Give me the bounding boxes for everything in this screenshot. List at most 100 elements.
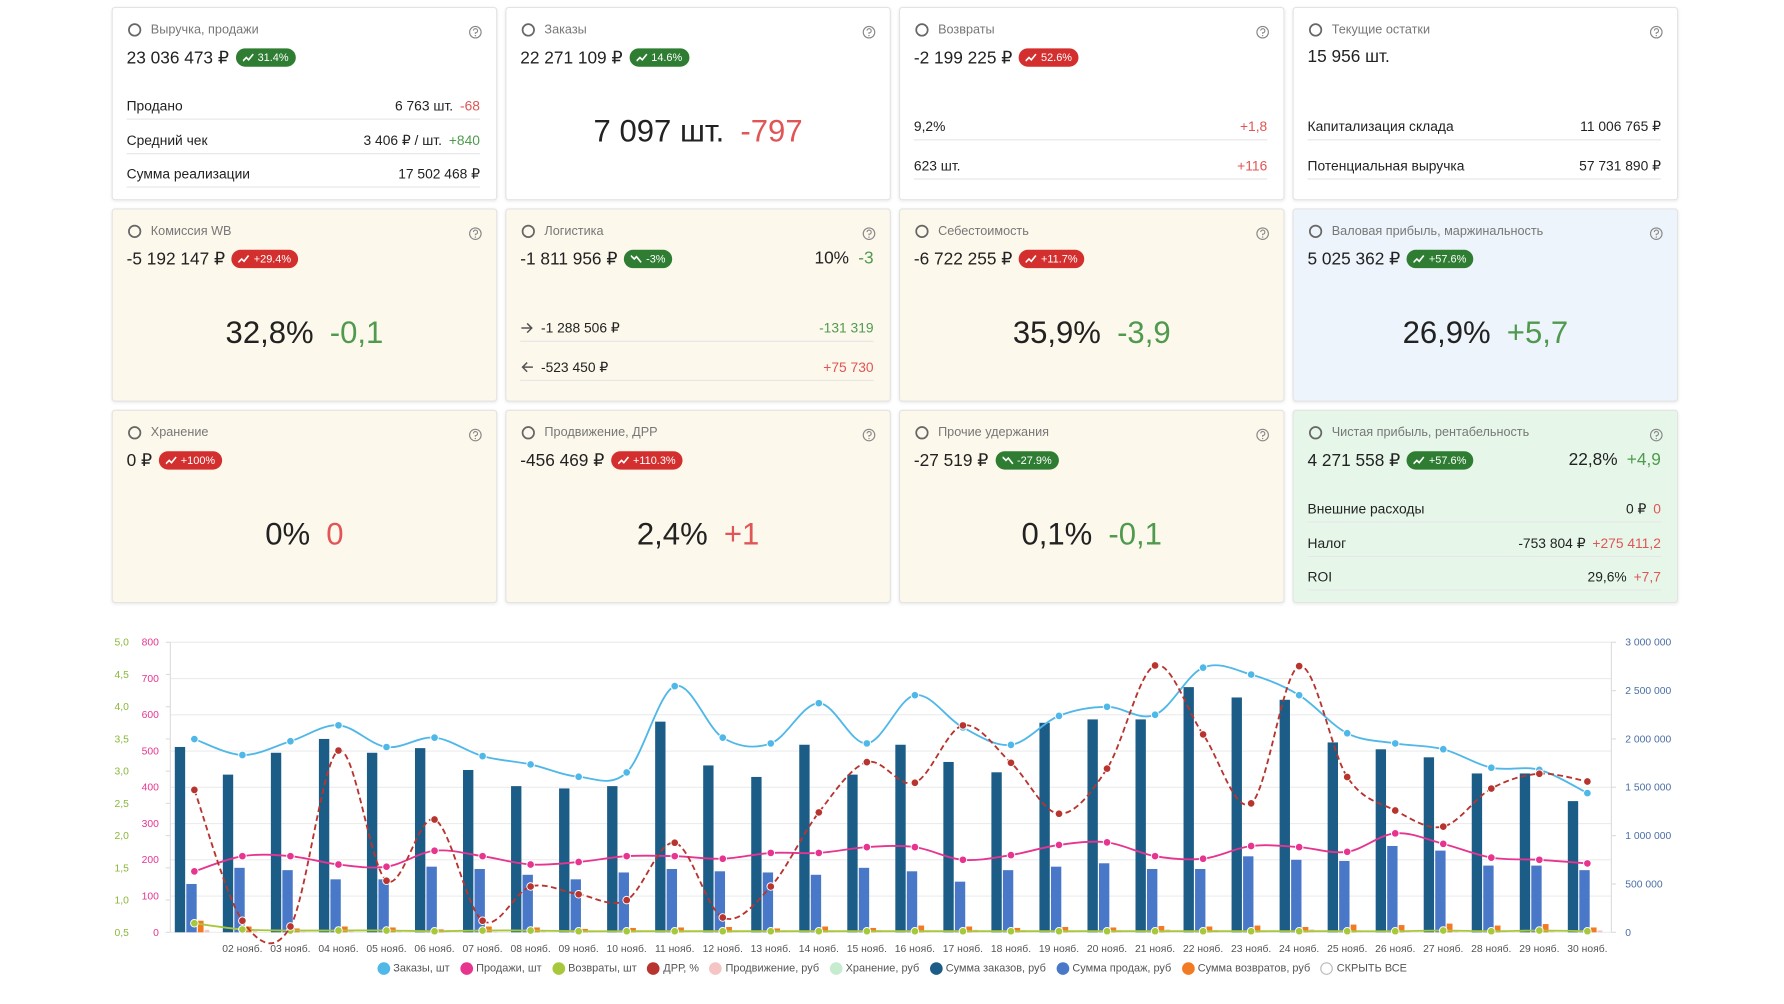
row-label-wrap: -523 450 ₽	[520, 359, 816, 375]
trend-icon	[1026, 255, 1038, 263]
help-dot	[1261, 34, 1264, 37]
icon-shape	[915, 224, 929, 238]
icon-shape	[1308, 23, 1323, 37]
bar	[1147, 868, 1158, 933]
point	[334, 926, 343, 935]
tick-label: 3,0	[115, 767, 130, 778]
bar	[318, 738, 330, 933]
x-tick-label: 09 нояб.	[559, 943, 599, 955]
bar	[1387, 845, 1398, 933]
tick-label: 500	[142, 746, 160, 757]
point	[238, 750, 247, 760]
big-delta: +5,7	[1506, 315, 1569, 350]
hide-all-button[interactable]: СКРЫТЬ ВСЕ	[1320, 962, 1407, 975]
card-value: -5 192 147 ₽	[126, 249, 225, 270]
help-circle	[1649, 227, 1663, 240]
point	[670, 926, 679, 936]
point	[382, 862, 391, 871]
point	[1006, 758, 1016, 768]
bar	[559, 788, 570, 933]
point	[1342, 729, 1352, 738]
legend-item[interactable]: Сумма продаж, руб	[1056, 962, 1171, 975]
x-tick-label: 30 нояб.	[1567, 943, 1607, 955]
card-icon	[128, 426, 142, 440]
bar	[858, 867, 870, 933]
legend-swatch	[459, 962, 473, 975]
tick-label: 5,0	[115, 638, 130, 649]
legend-item[interactable]: Продвижение, руб	[709, 962, 819, 975]
badge-text: 31.4%	[257, 51, 289, 64]
detail-row: Продано 6 763 шт. -68	[126, 93, 480, 120]
metric-card: Логистика -1 811 956 ₽ -3% 10% -3 -1 288 506 …	[505, 208, 891, 402]
row-value: 29,6%	[1587, 568, 1627, 585]
bar	[426, 866, 437, 933]
legend-swatch	[1320, 962, 1334, 975]
bar	[1039, 722, 1050, 933]
big-number: 35,9%	[1012, 315, 1101, 350]
point	[190, 918, 199, 928]
tick-label: 1 000 000	[1625, 831, 1671, 842]
legend-item[interactable]: Возвраты, шт	[551, 962, 637, 975]
point	[334, 721, 343, 730]
chart: 0 100 200 300 400 500 600 700 800 0,5 1,0 1,5 2,0 2,5…	[115, 638, 1672, 955]
trend-badge: 14.6%	[629, 48, 690, 67]
legend-item[interactable]: Сумма возвратов, руб	[1181, 962, 1310, 975]
row-label-wrap: 9,2%	[914, 119, 1233, 135]
legend-item[interactable]: Заказы, шт	[377, 962, 450, 975]
detail-row: Внешние расходы 0 ₽ 0	[1307, 496, 1661, 523]
bar	[1398, 925, 1405, 933]
bar	[522, 874, 533, 933]
big-number: 0,1%	[1021, 516, 1093, 552]
point	[526, 882, 535, 891]
bar	[330, 879, 341, 933]
legend-item[interactable]: ДРР, %	[647, 962, 699, 975]
point	[382, 926, 391, 935]
trend-line	[1026, 53, 1038, 62]
bar	[966, 926, 973, 933]
help-icon	[1649, 227, 1663, 240]
row-delta: -131 319	[819, 319, 874, 337]
card-title: Выручка, продажи	[150, 23, 259, 37]
point	[334, 746, 343, 755]
card-title: Комиссия WB	[150, 224, 232, 239]
metric-card: Себестоимость -6 722 255 ₽ +11.7% 35,9% -3,9	[898, 208, 1285, 402]
point	[1487, 853, 1496, 862]
bar	[174, 746, 186, 933]
point	[1583, 788, 1592, 798]
help-circle	[1256, 227, 1269, 240]
tick-label: 4,0	[115, 702, 130, 713]
legend-item[interactable]: Хранение, руб	[829, 962, 919, 975]
big-delta: -797	[740, 113, 803, 149]
point	[1054, 840, 1064, 850]
bar	[1098, 863, 1110, 933]
bar	[1327, 742, 1338, 933]
point	[1342, 772, 1352, 782]
row-delta: +116	[1237, 157, 1268, 174]
bar	[1087, 719, 1098, 933]
card-title: Возвраты	[938, 23, 995, 37]
legend-item[interactable]: Продажи, шт	[459, 962, 542, 975]
help-circle	[1649, 428, 1663, 442]
card-title: Текущие остатки	[1331, 23, 1431, 37]
row-label: Средний чек	[126, 131, 208, 148]
bar	[822, 926, 829, 933]
help-icon	[469, 227, 482, 240]
point	[1439, 744, 1448, 754]
big-value: 32,8% -0,1	[113, 315, 496, 351]
tick-label: 3 000 000	[1625, 638, 1671, 649]
help-icon	[1256, 227, 1269, 240]
tick-label: 0	[1625, 928, 1631, 939]
legend-swatch	[1181, 962, 1195, 975]
legend-item[interactable]: Сумма заказов, руб	[929, 962, 1046, 975]
trend-line	[1026, 255, 1038, 263]
card-title: Чистая прибыль, рентабельность	[1331, 425, 1530, 440]
card-value-line: -2 199 225 ₽ 52.6%	[914, 47, 1079, 68]
legend-label: Продвижение, руб	[725, 962, 820, 975]
side-delta: +4,9	[1626, 450, 1661, 470]
detail-row: 623 шт. +116	[913, 153, 1268, 180]
point	[622, 768, 631, 777]
bar	[1423, 757, 1435, 933]
tick-label: 800	[142, 638, 160, 649]
bar	[1494, 925, 1501, 933]
big-value: 35,9% -3,9	[900, 315, 1283, 351]
